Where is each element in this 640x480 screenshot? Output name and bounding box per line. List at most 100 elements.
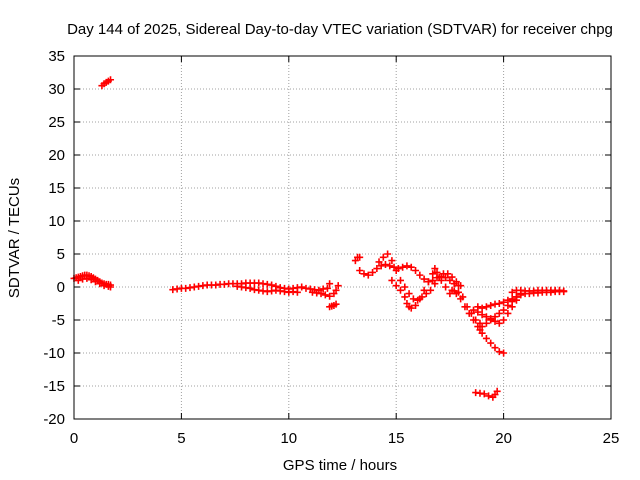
data-point <box>487 301 495 309</box>
data-point <box>452 290 460 298</box>
y-tick-label: -5 <box>52 312 65 329</box>
data-point <box>334 282 342 290</box>
y-tick-label: -20 <box>43 411 65 428</box>
data-point <box>379 253 387 261</box>
data-point <box>482 319 490 327</box>
data-point <box>298 283 306 291</box>
y-tick-label: 20 <box>48 147 65 164</box>
x-tick-label: 10 <box>280 430 297 447</box>
data-point <box>431 280 439 288</box>
data-point <box>392 267 400 274</box>
data-point <box>442 283 450 291</box>
data-point <box>478 323 486 331</box>
data-point <box>470 306 478 314</box>
x-axis-label: GPS time / hours <box>283 457 397 474</box>
data-point <box>416 295 424 303</box>
data-point <box>364 271 372 279</box>
data-point <box>457 282 465 290</box>
data-point <box>360 270 368 278</box>
plot-frame <box>73 55 612 420</box>
data-point <box>487 315 495 323</box>
data-point <box>412 301 420 309</box>
data-point <box>407 304 415 312</box>
data-point <box>508 295 516 303</box>
data-point <box>388 276 396 284</box>
data-point <box>495 300 503 307</box>
data-point <box>560 287 568 295</box>
data-point <box>491 317 499 325</box>
data-point <box>482 303 490 311</box>
y-tick-label: -15 <box>43 378 65 395</box>
y-tick-label: 5 <box>57 246 65 263</box>
series-sdtvar <box>70 76 568 401</box>
data-point <box>493 387 501 395</box>
gridlines <box>74 56 611 419</box>
data-point <box>491 344 499 352</box>
data-point <box>401 283 409 291</box>
data-point <box>401 293 409 301</box>
data-point <box>409 295 417 303</box>
data-point <box>429 270 437 278</box>
x-tick-label: 5 <box>177 430 185 447</box>
data-point <box>500 306 508 314</box>
data-point <box>495 348 503 356</box>
y-tick-label: 15 <box>48 180 65 197</box>
data-point <box>500 316 508 324</box>
data-point <box>396 276 404 284</box>
data-point <box>495 319 503 327</box>
data-point <box>485 392 493 400</box>
data-point <box>375 258 383 266</box>
data-point <box>332 286 340 294</box>
data-point <box>478 311 486 319</box>
data-point <box>474 303 482 311</box>
data-point <box>107 283 115 291</box>
chart-title: Day 144 of 2025, Sidereal Day-to-day VTE… <box>67 21 613 38</box>
axis-ticks: 0 5 10 15 20 25 -20 -15 -10 -5 0 5 10 15 20 25 30 35 <box>43 48 619 447</box>
y-tick-label: 10 <box>48 213 65 230</box>
y-tick-label: 30 <box>48 81 65 98</box>
data-point <box>356 253 364 261</box>
data-point <box>420 286 428 294</box>
data-point <box>369 268 377 276</box>
y-tick-label: -10 <box>43 345 65 362</box>
data-point <box>512 293 520 301</box>
x-tick-label: 20 <box>495 430 512 447</box>
data-point <box>386 262 394 270</box>
data-point <box>326 280 334 288</box>
data-point <box>500 349 508 357</box>
data-point <box>448 273 456 281</box>
data-point <box>388 257 396 265</box>
x-tick-label: 15 <box>388 430 405 447</box>
data-point <box>420 275 428 283</box>
data-point <box>444 270 452 278</box>
data-point <box>407 263 415 271</box>
data-point <box>457 295 465 303</box>
data-point <box>433 268 441 276</box>
data-points <box>70 76 568 401</box>
x-tick-label: 0 <box>70 430 78 447</box>
data-point <box>427 286 435 294</box>
data-point <box>83 274 91 282</box>
data-point <box>504 296 512 304</box>
data-point <box>356 267 364 274</box>
data-point <box>321 291 329 299</box>
data-point <box>392 282 400 290</box>
data-point <box>332 300 340 308</box>
x-tick-label: 25 <box>603 430 620 447</box>
data-point <box>470 316 478 324</box>
data-point <box>452 278 460 286</box>
data-point <box>437 276 445 284</box>
data-point <box>326 292 334 300</box>
data-point <box>478 329 486 337</box>
data-point <box>431 265 439 273</box>
data-point <box>323 284 331 292</box>
data-point <box>293 288 301 296</box>
data-point <box>487 339 495 347</box>
data-point <box>465 309 473 317</box>
data-point <box>480 390 488 398</box>
data-point <box>504 309 512 317</box>
data-point <box>268 281 276 289</box>
y-axis-label: SDTVAR / TECUs <box>6 178 23 298</box>
data-point <box>495 309 503 317</box>
data-point <box>396 286 404 294</box>
